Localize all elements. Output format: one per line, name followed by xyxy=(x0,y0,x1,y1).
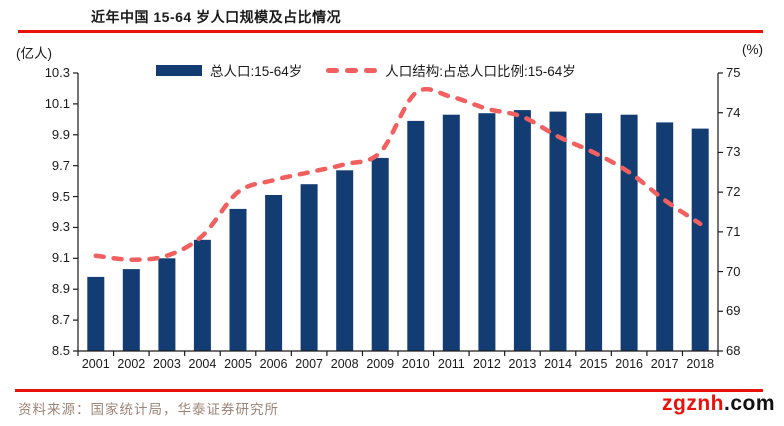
x-axis-year-label: 2018 xyxy=(686,357,715,371)
legend-label-line: 人口结构:占总人口比例:15-64岁 xyxy=(385,64,576,79)
x-axis-year-label: 2012 xyxy=(472,357,501,371)
bar-2011 xyxy=(442,114,460,351)
x-axis-year-label: 2009 xyxy=(366,357,395,371)
left-axis-tick-label: 8.9 xyxy=(51,281,70,297)
bar-2001 xyxy=(87,276,105,351)
right-axis-tick-label: 69 xyxy=(726,303,741,319)
right-axis-tick-label: 72 xyxy=(726,184,741,200)
x-axis-year-label: 2011 xyxy=(437,357,465,371)
bar-2007 xyxy=(300,184,318,351)
left-axis-tick-label: 8.5 xyxy=(51,343,70,358)
top-divider-rule xyxy=(18,30,763,33)
bar-2009 xyxy=(371,157,389,351)
left-axis-tick-label: 9.3 xyxy=(51,219,70,235)
x-axis-year-label: 2017 xyxy=(650,357,679,371)
left-axis-tick-label: 9.5 xyxy=(51,188,70,204)
legend-label-bar: 总人口:15-64岁 xyxy=(210,64,303,79)
right-axis-tick-label: 74 xyxy=(726,104,741,120)
dashed-line-swatch-icon xyxy=(326,67,378,73)
watermark: zgznh.com xyxy=(662,392,775,416)
bar-series-swatch-icon xyxy=(156,64,202,76)
x-axis-year-label: 2016 xyxy=(615,357,644,371)
x-axis-year-label: 2004 xyxy=(188,357,217,371)
x-axis-year-label: 2001 xyxy=(81,357,110,371)
right-axis-tick-label: 71 xyxy=(726,223,741,239)
right-axis-unit-label: (%) xyxy=(742,42,763,57)
bar-2010 xyxy=(407,120,425,352)
bar-2018 xyxy=(691,128,709,351)
left-axis-tick-label: 9.7 xyxy=(51,157,70,173)
bar-2013 xyxy=(513,110,531,351)
x-axis-year-label: 2003 xyxy=(152,357,181,371)
left-axis-tick-label: 9.1 xyxy=(51,250,70,266)
bar-2017 xyxy=(656,122,674,352)
watermark-site-name: zgznh xyxy=(662,392,724,415)
watermark-domain-suffix: .com xyxy=(723,392,775,415)
left-axis-unit-label: (亿人) xyxy=(16,46,52,61)
x-axis-year-label: 2013 xyxy=(508,357,537,371)
bar-2008 xyxy=(336,170,354,351)
bar-2012 xyxy=(478,113,496,351)
right-axis-tick-label: 75 xyxy=(726,65,741,80)
legend-item-population-ratio: 人口结构:占总人口比例:15-64岁 xyxy=(326,60,576,80)
bar-2002 xyxy=(122,269,140,351)
x-axis-year-label: 2005 xyxy=(224,357,252,371)
population-ratio-line xyxy=(93,86,703,262)
right-axis-tick-label: 68 xyxy=(726,343,741,358)
left-axis-tick-label: 8.7 xyxy=(51,312,70,328)
x-axis-year-label: 2007 xyxy=(295,357,324,371)
bar-2004 xyxy=(193,239,211,351)
bottom-divider-rule xyxy=(15,389,763,392)
bar-2016 xyxy=(620,114,638,351)
bar-2014 xyxy=(549,111,567,351)
chart-title: 近年中国 15-64 岁人口规模及占比情况 xyxy=(91,9,342,25)
bar-2005 xyxy=(229,208,247,351)
x-axis-year-label: 2015 xyxy=(579,357,608,371)
data-source-note: 资料来源：国家统计局，华泰证券研究所 xyxy=(18,402,279,417)
x-axis-year-label: 2010 xyxy=(401,357,430,371)
right-axis-tick-label: 70 xyxy=(726,263,741,279)
legend: 总人口:15-64岁 人口结构:占总人口比例:15-64岁 xyxy=(156,60,576,80)
bar-2015 xyxy=(585,113,603,351)
x-axis-year-label: 2006 xyxy=(259,357,288,371)
x-axis-year-label: 2008 xyxy=(330,357,359,371)
left-axis-tick-label: 10.3 xyxy=(44,65,70,80)
left-axis-tick-label: 10.1 xyxy=(44,95,70,111)
x-axis-year-label: 2014 xyxy=(544,357,572,371)
right-axis-tick-label: 73 xyxy=(726,144,741,160)
bar-2003 xyxy=(158,258,176,351)
left-axis-tick-label: 9.9 xyxy=(51,126,70,142)
legend-item-total-population: 总人口:15-64岁 xyxy=(156,60,302,80)
x-axis-year-label: 2002 xyxy=(117,357,146,371)
bar-2006 xyxy=(265,195,283,351)
